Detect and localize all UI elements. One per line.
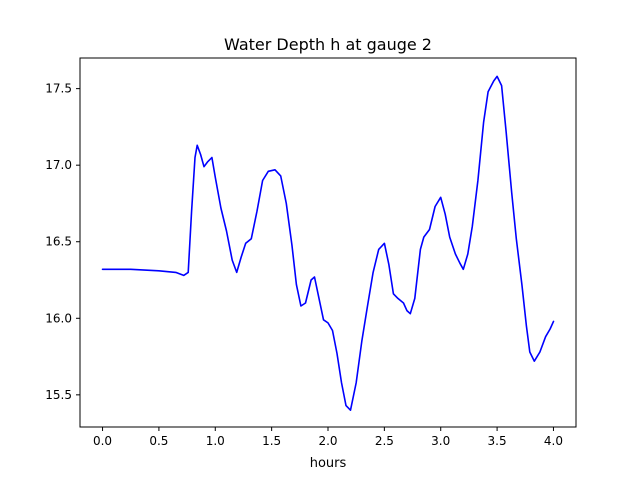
x-tick-label: 1.5 [262,434,281,448]
y-tick-label: 16.5 [45,235,72,249]
x-tick-label: 3.0 [431,434,450,448]
chart-title: Water Depth h at gauge 2 [224,35,432,54]
x-tick-label: 2.0 [318,434,337,448]
x-tick-label: 2.5 [375,434,394,448]
y-axis-ticks: 15.5 16.0 16.5 17.0 17.5 [45,82,80,402]
y-tick-label: 17.5 [45,82,72,96]
y-tick-label: 15.5 [45,388,72,402]
x-tick-label: 4.0 [544,434,563,448]
x-axis-ticks: 0.0 0.5 1.0 1.5 2.0 2.5 3.0 3.5 4.0 [93,427,563,448]
x-tick-label: 3.5 [488,434,507,448]
y-tick-label: 16.0 [45,311,72,325]
x-tick-label: 1.0 [206,434,225,448]
x-tick-label: 0.5 [149,434,168,448]
plot-area [101,75,555,412]
y-tick-label: 17.0 [45,158,72,172]
series-line-0 [101,75,555,412]
x-axis-label: hours [310,456,347,471]
x-tick-label: 0.0 [93,434,112,448]
axes-frame [79,57,577,428]
